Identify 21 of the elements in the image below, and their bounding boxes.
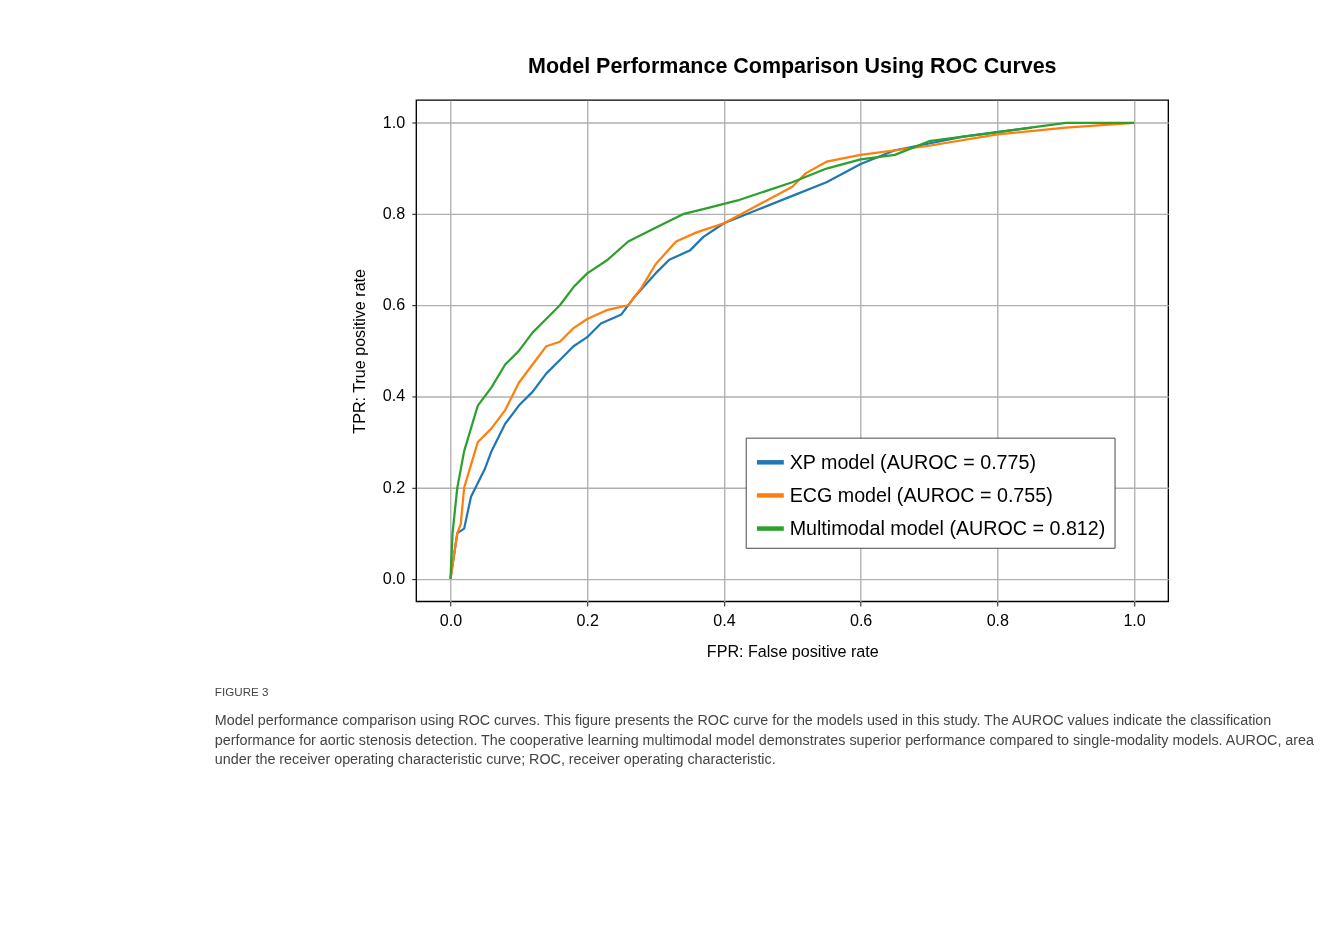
legend-label: ECG model (AUROC = 0.755): [789, 483, 1053, 506]
y-tick-label: 0.2: [382, 477, 406, 496]
y-tick-label: 0.4: [382, 386, 406, 405]
x-tick-label: 0.4: [713, 611, 736, 630]
x-tick-label: 0.6: [849, 611, 873, 630]
y-tick-label: 0.6: [382, 295, 406, 314]
line-series: [449, 121, 1136, 580]
chart-title: Model Performance Comparison Using ROC Curves: [528, 54, 1057, 79]
x-tick-label: 0.2: [576, 611, 599, 630]
legend-label: Multimodal model (AUROC = 0.812): [789, 516, 1106, 539]
x-tick-label: 0.8: [986, 611, 1010, 630]
text: Model performance comparison using ROC curves. This figure presents the ROC curve for the models used in this study. The AUROC values indicate the classification performance for aortic stenosis detection. The cooperative learning multimodal model demonstrates superior performance compared to single-modality models. AUROC, area under the receiver operating characteristic curve; ROC, receiver operating characteristic.: [214, 712, 1315, 768]
x-axis-title: FPR: False positive rate: [706, 641, 879, 660]
x-tick-label: 1.0: [1123, 611, 1146, 630]
y-tick-label: 1.0: [382, 112, 406, 131]
y-axis-title: TPR: True positive rate: [349, 268, 368, 434]
y-tick-label: 0.0: [382, 568, 406, 587]
y-tick-label: 0.8: [382, 204, 406, 223]
caption: FIGURE 3: [214, 684, 269, 698]
x-tick-label: 0.0: [439, 611, 463, 630]
legend-label: XP model (AUROC = 0.775): [789, 450, 1037, 473]
